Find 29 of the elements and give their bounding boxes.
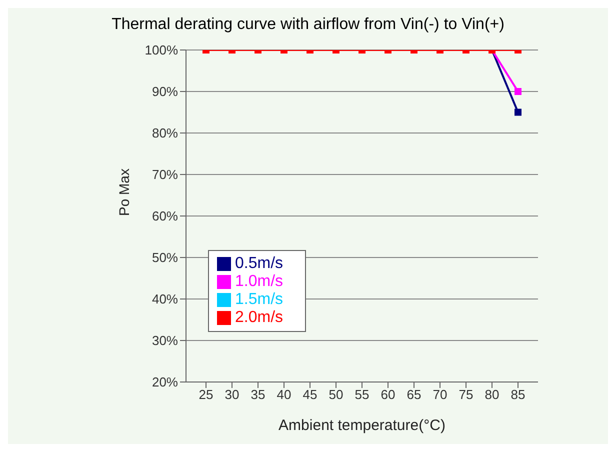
x-tick-label: 70 [432, 387, 448, 402]
legend-label: 1.0m/s [235, 273, 284, 290]
x-tick-label: 65 [406, 387, 422, 402]
x-tick-label: 80 [484, 387, 500, 402]
x-tick-label: 60 [380, 387, 396, 402]
y-tick-label: 70% [152, 167, 178, 182]
y-tick-label: 60% [152, 208, 178, 224]
y-tick-label: 50% [152, 250, 178, 266]
y-tick-label: 80% [152, 126, 178, 141]
y-tick-label: 40% [152, 292, 178, 307]
y-axis-title: Po Max [116, 168, 132, 216]
x-tick-label: 25 [198, 387, 214, 402]
x-tick-label: 30 [224, 387, 240, 402]
chart-title: Thermal derating curve with airflow from Vin(-) to Vin(+) [110, 15, 506, 35]
y-tick-label: 30% [152, 333, 178, 348]
x-axis-title: Ambient temperature(°C) [278, 417, 446, 434]
x-tick-label: 55 [354, 387, 370, 402]
x-tick-label: 75 [458, 387, 474, 402]
x-tick-label: 35 [250, 387, 266, 402]
y-tick-label: 90% [152, 84, 178, 100]
x-tick-label: 45 [302, 387, 318, 402]
legend-label: 0.5m/s [235, 255, 284, 272]
legend-label: 1.5m/s [235, 291, 284, 308]
legend-label: 2.0m/s [235, 309, 284, 326]
y-tick-label: 20% [152, 374, 178, 390]
x-tick-label: 85 [510, 387, 526, 402]
y-tick-label: 100% [144, 42, 178, 58]
x-tick-label: 40 [276, 387, 292, 402]
x-tick-label: 50 [328, 387, 344, 402]
